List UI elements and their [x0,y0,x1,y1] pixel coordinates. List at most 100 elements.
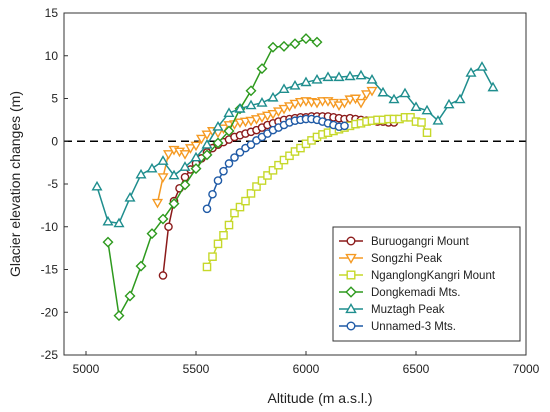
data-point [241,196,250,206]
data-point [124,290,136,302]
data-point [208,189,217,199]
data-point [201,149,213,161]
data-point [135,168,147,179]
legend-item: Songzhi Peak [339,253,442,265]
data-point [184,144,197,154]
data-point [289,99,301,110]
data-point [201,138,213,149]
data-point [91,180,103,191]
data-point [201,130,213,141]
data-point [417,118,426,127]
data-point [190,151,202,162]
data-point [135,260,147,272]
legend-item: Dongkemadi Mts. [339,286,460,299]
data-point [157,213,169,225]
data-point [250,115,263,125]
legend-item: Muztagh Peak [339,303,445,316]
legend-label: Buruogangri Mount [371,236,470,248]
data-point [278,40,290,52]
legend: Buruogangri Mount Songzhi Peak NganglongKa… [332,226,521,342]
data-point [157,155,169,165]
legend-label: Dongkemadi Mts. [371,287,460,299]
data-point [158,271,168,280]
legend-marker [346,321,356,331]
data-point [338,98,351,109]
data-point [124,191,136,202]
data-point [224,159,234,168]
x-axis-title: Altitude (m a.s.l.) [267,390,372,406]
legend-box [332,226,521,342]
data-point [168,169,180,180]
series-muztagh-peak [91,61,499,228]
data-point [322,71,334,82]
data-point [235,202,245,212]
data-point [213,239,223,249]
y-tick-label: -5 [47,177,58,191]
data-point [235,148,245,157]
legend-marker [345,303,357,314]
y-tick-label: 5 [51,92,58,106]
data-point [421,104,433,115]
data-point [256,97,268,107]
y-tick-label: -25 [41,348,59,362]
series-songzhi-peak [151,86,378,209]
data-point [289,38,301,50]
data-point [410,101,422,111]
data-point [230,153,239,162]
data-point [162,150,175,160]
data-point [300,33,312,45]
data-point [333,71,345,82]
data-point [454,93,466,104]
data-point [223,107,235,117]
data-point [267,109,279,120]
data-point [355,98,367,109]
data-point [146,162,158,173]
data-point [246,140,256,149]
data-point [202,204,212,214]
data-point [263,171,272,180]
data-point [278,104,290,115]
y-tick-label: 0 [51,134,58,148]
data-point [230,208,239,218]
data-point [213,176,223,185]
data-point [190,141,202,152]
data-point [267,91,279,102]
legend-label: NganglongKangri Mount [371,270,496,282]
y-tick-label: -10 [41,220,59,234]
data-point [261,111,274,122]
data-point [340,121,349,131]
data-point [344,70,356,81]
data-point [234,103,246,113]
data-point [245,99,257,110]
data-point [465,67,477,77]
data-point [212,137,224,149]
y-tick-label: -15 [41,263,59,277]
data-point [219,166,228,176]
data-point [157,173,169,183]
data-point [179,150,191,160]
data-point [113,217,125,228]
data-point [366,73,378,84]
y-tick-label: 15 [45,6,59,20]
data-point [476,61,488,71]
data-point [300,76,312,87]
legend-item: Unnamed-3 Mts. [339,321,456,333]
legend-marker [346,236,356,246]
data-point [102,215,114,226]
y-axis-title: Glacier elevation changes (m) [7,91,23,277]
x-tick-label: 7000 [513,362,540,376]
data-point [311,98,323,109]
data-point [224,220,234,230]
x-tick-label: 5000 [73,362,100,376]
x-tick-label: 5500 [183,362,210,376]
data-point [355,69,367,80]
data-point [195,134,208,145]
legend-label: Unnamed-3 Mts. [371,321,456,333]
legend-item: NganglongKangri Mount [339,270,496,282]
data-point [272,107,285,118]
y-tick-label: 10 [45,49,59,63]
data-point [283,102,296,112]
data-point [202,262,212,272]
